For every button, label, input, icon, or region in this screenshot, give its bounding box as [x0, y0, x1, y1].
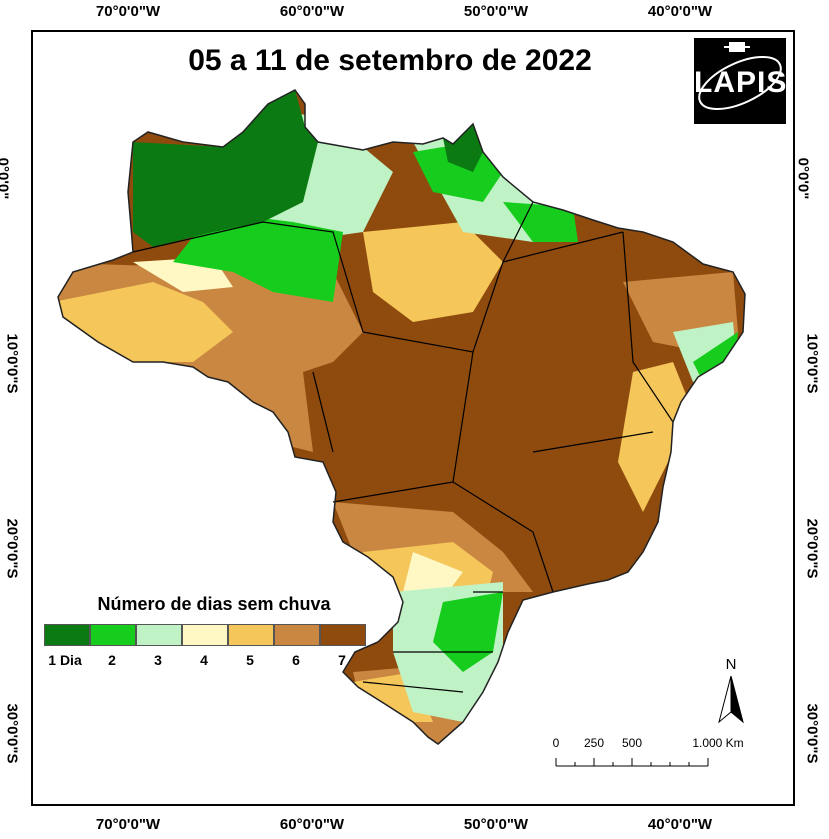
legend-swatch-4	[182, 624, 228, 646]
legend-swatch-7	[320, 624, 366, 646]
latitude-label-right-20s: 20°0'0"S	[803, 518, 821, 579]
legend-swatch-6	[274, 624, 320, 646]
legend-label-6: 6	[292, 652, 300, 668]
longitude-label-top-40w: 40°0'0"W	[647, 3, 713, 20]
north-letter: N	[725, 656, 737, 673]
latitude-label-right-30s: 30°0'0"S	[803, 703, 821, 764]
longitude-label-bottom-70w: 70°0'0"W	[95, 816, 161, 833]
legend-label-3: 3	[154, 652, 162, 668]
longitude-label-bottom-50w: 50°0'0"W	[463, 816, 529, 833]
logo-text: LAPIS	[694, 66, 788, 99]
scale-label-250: 250	[583, 736, 605, 750]
longitude-label-top-70w: 70°0'0"W	[95, 3, 161, 20]
map-title: 05 a 11 de setembro de 2022	[188, 44, 592, 77]
latitude-label-left-30s: 30°0'0"S	[3, 703, 21, 764]
longitude-label-bottom-60w: 60°0'0"W	[279, 816, 345, 833]
legend-color-bar	[44, 624, 366, 646]
state-borders	[132, 201, 674, 693]
latitude-label-right-0: 0°0'0"	[794, 157, 812, 200]
latitude-label-left-10s: 10°0'0"S	[3, 333, 21, 394]
legend-label-1: 1 Dia	[48, 652, 82, 668]
longitude-label-top-60w: 60°0'0"W	[279, 3, 345, 20]
scale-label-1000: 1.000 Km	[692, 736, 744, 750]
legend-swatch-3	[136, 624, 182, 646]
lapis-logo: LAPIS	[694, 38, 786, 124]
longitude-label-top-50w: 50°0'0"W	[463, 3, 529, 20]
legend-label-5: 5	[246, 652, 254, 668]
latitude-label-right-10s: 10°0'0"S	[803, 333, 821, 394]
legend-swatch-2	[90, 624, 136, 646]
scale-label-0: 0	[552, 736, 560, 750]
legend-label-2: 2	[108, 652, 116, 668]
rainless-days-raster	[58, 90, 745, 744]
legend-swatch-5	[228, 624, 274, 646]
scale-bar: 0 250 500 1.000 Km	[552, 736, 762, 772]
latitude-label-left-0: 0°0'0"	[0, 157, 12, 200]
legend-swatch-1	[44, 624, 90, 646]
legend-title: Número de dias sem chuva	[97, 594, 331, 614]
scale-bar-ruler	[555, 758, 709, 767]
latitude-label-left-20s: 20°0'0"S	[3, 518, 21, 579]
scale-label-500: 500	[621, 736, 643, 750]
legend-label-4: 4	[200, 652, 208, 668]
longitude-label-bottom-40w: 40°0'0"W	[647, 816, 713, 833]
legend-label-7: 7	[338, 652, 346, 668]
satellite-icon	[698, 42, 782, 110]
map-frame	[31, 30, 795, 806]
north-arrow-icon	[718, 675, 744, 724]
brazil-map	[57, 89, 746, 745]
north-arrow: N	[716, 656, 746, 726]
